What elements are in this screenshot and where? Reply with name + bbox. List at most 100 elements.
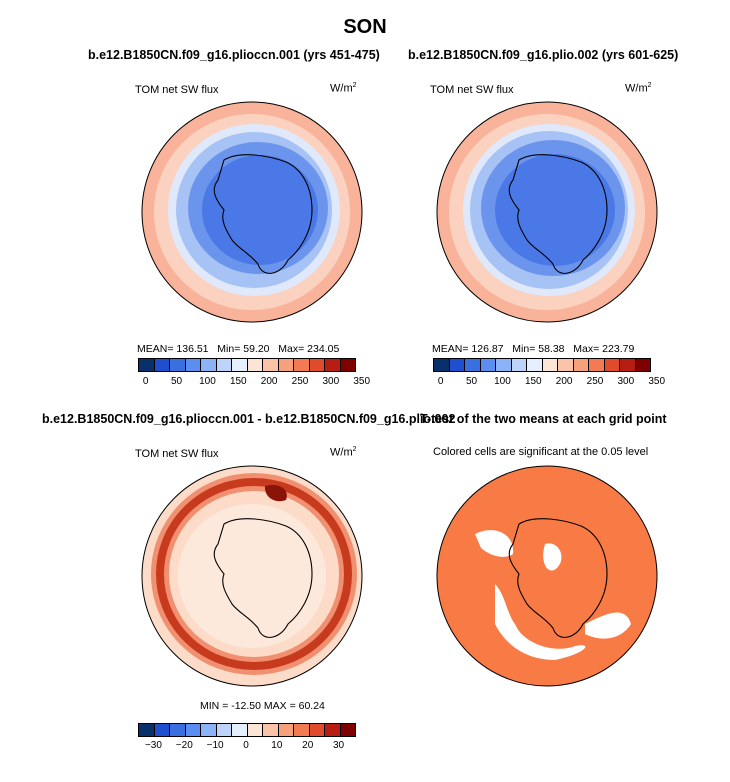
panel-2-colorbar-swatch [589, 359, 605, 371]
panel-2-colorbar-swatch [480, 359, 496, 371]
panel-2-colorbar-swatch [558, 359, 574, 371]
panel-3-colorbar-swatch [201, 724, 217, 736]
panel-3-polar-map [141, 465, 363, 687]
panel-3-colorbar-tick-label: 20 [302, 740, 314, 751]
panel-2-colorbar-tick-label: 200 [555, 376, 573, 387]
panel-3-title: b.e12.B1850CN.f09_g16.plioccn.001 - b.e1… [42, 412, 456, 426]
panel-1-colorbar-swatch [294, 359, 310, 371]
panel-3-colorbar-swatch [278, 724, 294, 736]
panel-1-colorbar-swatch [139, 359, 155, 371]
panel-2-variable-label: TOM net SW flux [430, 84, 514, 96]
panel-3-colorbar-swatch [263, 724, 279, 736]
panel-3-colorbar-tick-label: −20 [175, 740, 193, 751]
panel-1-polar-map [141, 101, 363, 323]
panel-1-max: Max= 234.05 [278, 343, 340, 355]
panel-1-variable-label: TOM net SW flux [135, 84, 219, 96]
panel-3-colorbar-tick-label: 0 [243, 740, 249, 751]
panel-2-colorbar-ticks: 0 50 100 150 200 250 300 350 [433, 376, 665, 388]
panel-2-colorbar-tick-label: 100 [494, 376, 511, 387]
panel-2-colorbar-tick-label: 300 [617, 376, 635, 387]
panel-2-colorbar-swatch [449, 359, 465, 371]
panel-3-variable-label: TOM net SW flux [135, 448, 219, 460]
panel-1-colorbar-tick-label: 150 [229, 376, 247, 387]
panel-1-title: b.e12.B1850CN.f09_g16.plioccn.001 (yrs 4… [88, 48, 380, 62]
panel-1-colorbar-swatch [170, 359, 186, 371]
panel-2-colorbar-swatch [527, 359, 543, 371]
panel-3-colorbar-swatch [247, 724, 263, 736]
panel-3-colorbar-tick-label: 30 [333, 740, 345, 751]
panel-3-coastline [213, 518, 313, 638]
panel-2-colorbar-tick-label: 250 [586, 376, 604, 387]
panel-3-colorbar-swatch [139, 724, 155, 736]
panel-1-colorbar-swatch [232, 359, 248, 371]
panel-3-colorbar-swatch [325, 724, 341, 736]
panel-1-colorbar-swatch [309, 359, 325, 371]
panel-1-colorbar-swatch [263, 359, 279, 371]
panel-1-min: Min= 59.20 [217, 343, 270, 355]
panel-3-colorbar-swatch [309, 724, 325, 736]
panel-1-colorbar-tick-label: 100 [199, 376, 216, 387]
panel-3-colorbar-swatch [294, 724, 310, 736]
panel-3-minmax: MIN = -12.50 MAX = 60.24 [200, 700, 325, 712]
panel-2-colorbar-swatch [496, 359, 512, 371]
panel-1-stats: MEAN= 136.51 Min= 59.20 Max= 234.05 [137, 343, 339, 355]
panel-3-colorbar [138, 723, 356, 737]
panel-2-colorbar-tick-label: 0 [437, 376, 444, 387]
panel-3-colorbar-swatch [216, 724, 232, 736]
panel-4-coastline [508, 518, 608, 638]
panel-3-units: W/m2 [330, 446, 357, 459]
panel-2-stats: MEAN= 126.87 Min= 58.38 Max= 223.79 [432, 343, 634, 355]
panel-1-colorbar-swatch [216, 359, 232, 371]
panel-1-colorbar [138, 358, 356, 372]
panel-1-colorbar-swatch [278, 359, 294, 371]
panel-2-colorbar-tick-label: 50 [466, 376, 478, 387]
panel-2-colorbar-swatch [604, 359, 620, 371]
panel-2-colorbar-swatch [434, 359, 450, 371]
panel-2-colorbar-swatch [542, 359, 558, 371]
panel-4-polar-map [436, 465, 658, 687]
panel-3-colorbar-swatch [154, 724, 170, 736]
panel-1-units: W/m2 [330, 82, 357, 95]
panel-3-colorbar-ticks: −30 −20 −10 0 10 20 30 [138, 740, 354, 752]
panel-1-colorbar-ticks: 0 50 100 150 200 250 300 350 [138, 376, 370, 388]
panel-1-colorbar-tick-label: 0 [142, 376, 149, 387]
panel-3-colorbar-swatch [340, 724, 355, 736]
panel-3-colorbar-swatch [170, 724, 186, 736]
panel-3-colorbar-swatch [232, 724, 248, 736]
panel-4-title: T-test of the two means at each grid poi… [420, 412, 667, 426]
panel-1-mean: MEAN= 136.51 [137, 343, 209, 355]
panel-2-colorbar-swatch [573, 359, 589, 371]
panel-1-colorbar-swatch [247, 359, 263, 371]
panel-2-min: Min= 58.38 [512, 343, 565, 355]
panel-1-colorbar-tick-label: 200 [260, 376, 278, 387]
panel-4-subtitle: Colored cells are significant at the 0.0… [433, 446, 649, 458]
panel-1-colorbar-tick-label: 250 [291, 376, 309, 387]
panel-2-colorbar-swatch [511, 359, 527, 371]
panel-2-colorbar-swatch [635, 359, 650, 371]
panel-2-colorbar [433, 358, 651, 372]
panel-1-colorbar-swatch [154, 359, 170, 371]
panel-2-colorbar-swatch [620, 359, 636, 371]
panel-1-colorbar-swatch [325, 359, 341, 371]
panel-3-colorbar-swatch [185, 724, 201, 736]
panel-1-colorbar-swatch [185, 359, 201, 371]
panel-2-colorbar-tick-label: 350 [648, 376, 666, 387]
panel-1-colorbar-tick-label: 50 [171, 376, 183, 387]
panel-1-coastline [213, 154, 313, 274]
panel-1-colorbar-tick-label: 300 [322, 376, 340, 387]
panel-2-units: W/m2 [625, 82, 652, 95]
panel-2-title: b.e12.B1850CN.f09_g16.plio.002 (yrs 601-… [408, 48, 679, 62]
panel-2-colorbar-tick-label: 150 [524, 376, 542, 387]
panel-1-colorbar-tick-label: 350 [353, 376, 371, 387]
panel-2-mean: MEAN= 126.87 [432, 343, 504, 355]
figure-title: SON [343, 16, 387, 38]
panel-2-coastline [508, 154, 608, 274]
panel-2-max: Max= 223.79 [573, 343, 635, 355]
panel-1-colorbar-swatch [340, 359, 355, 371]
panel-2-colorbar-swatch [465, 359, 481, 371]
panel-3-colorbar-tick-label: 10 [271, 740, 283, 751]
panel-2-polar-map [436, 101, 658, 323]
panel-1-colorbar-swatch [201, 359, 217, 371]
panel-3-colorbar-tick-label: −10 [206, 740, 224, 751]
panel-3-colorbar-tick-label: −30 [144, 740, 162, 751]
